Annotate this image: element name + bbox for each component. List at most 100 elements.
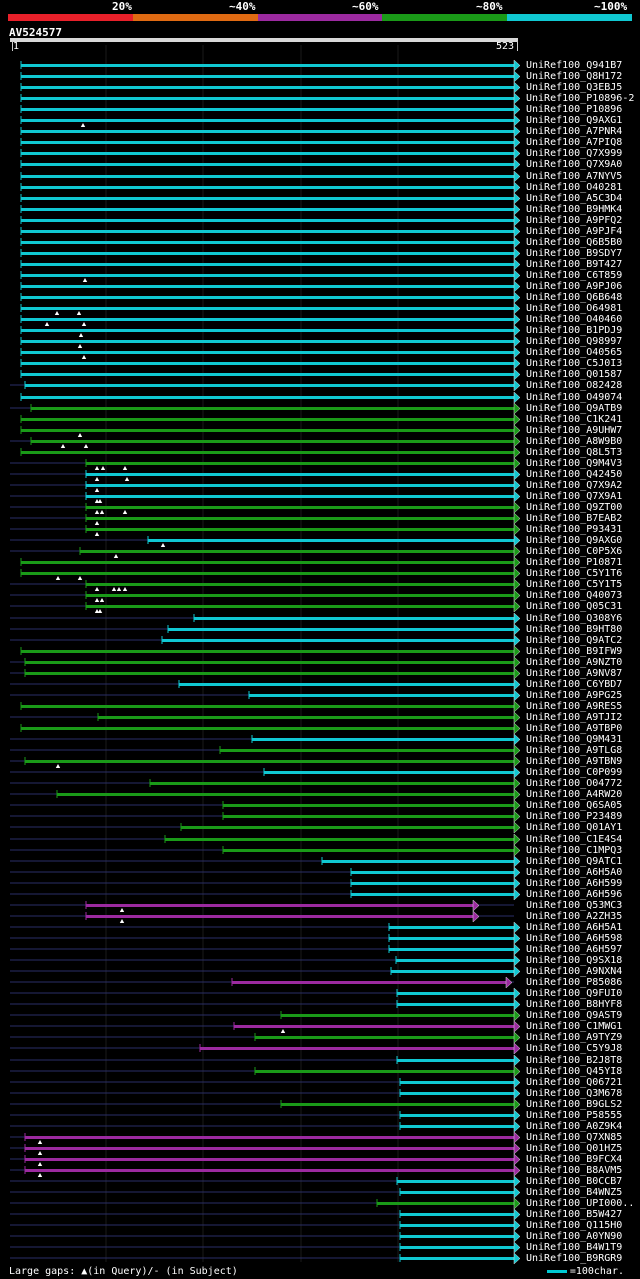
hit-label[interactable]: UniRef100_Q7X999	[526, 148, 623, 159]
hit-label[interactable]: UniRef100_Q9ATB9	[526, 403, 623, 414]
hit-label[interactable]: UniRef100_Q6B5B0	[526, 237, 623, 248]
hit-label[interactable]: UniRef100_Q6B648	[526, 292, 623, 303]
hit-label[interactable]: UniRef100_C1E4S4	[526, 834, 623, 845]
hit-label[interactable]: UniRef100_C1MWG1	[526, 1021, 623, 1032]
hit-label[interactable]: UniRef100_Q9AST9	[526, 1010, 623, 1021]
hit-label[interactable]: UniRef100_A6H599	[526, 878, 623, 889]
hit-label[interactable]: UniRef100_Q40073	[526, 590, 623, 601]
hit-label[interactable]: UniRef100_Q7X9A1	[526, 491, 623, 502]
hit-label[interactable]: UniRef100_Q01587	[526, 369, 623, 380]
hit-label[interactable]: UniRef100_B0CCB7	[526, 1176, 623, 1187]
hit-label[interactable]: UniRef100_A6H597	[526, 944, 623, 955]
hit-label[interactable]: UniRef100_B7EAB2	[526, 513, 623, 524]
hit-label[interactable]: UniRef100_O82428	[526, 380, 623, 391]
hit-label[interactable]: UniRef100_C5Y1T5	[526, 579, 623, 590]
hit-label[interactable]: UniRef100_Q01AY1	[526, 822, 623, 833]
hit-label[interactable]: UniRef100_C6T859	[526, 270, 623, 281]
hit-label[interactable]: UniRef100_UPI000..	[526, 1198, 635, 1209]
hit-label[interactable]: UniRef100_Q9ATC2	[526, 635, 623, 646]
hit-label[interactable]: UniRef100_A6H598	[526, 933, 623, 944]
hit-label[interactable]: UniRef100_Q941B7	[526, 60, 623, 71]
hit-label[interactable]: UniRef100_Q01HZ5	[526, 1143, 623, 1154]
hit-label[interactable]: UniRef100_Q53MC3	[526, 900, 623, 911]
hit-label[interactable]: UniRef100_C1MPQ3	[526, 845, 623, 856]
hit-label[interactable]: UniRef100_P93431	[526, 524, 623, 535]
hit-label[interactable]: UniRef100_O40565	[526, 347, 623, 358]
hit-label[interactable]: UniRef100_A6H596	[526, 889, 623, 900]
hit-label[interactable]: UniRef100_Q3M678	[526, 1088, 623, 1099]
hit-label[interactable]: UniRef100_Q308Y6	[526, 613, 623, 624]
hit-label[interactable]: UniRef100_Q7X9A0	[526, 159, 623, 170]
hit-label[interactable]: UniRef100_B4WNZ5	[526, 1187, 623, 1198]
hit-label[interactable]: UniRef100_Q9M4V3	[526, 458, 623, 469]
hit-label[interactable]: UniRef100_C0P099	[526, 767, 623, 778]
hit-label[interactable]: UniRef100_O64981	[526, 303, 623, 314]
hit-label[interactable]: UniRef100_C1K241	[526, 414, 623, 425]
hit-label[interactable]: UniRef100_A0YN90	[526, 1231, 623, 1242]
hit-label[interactable]: UniRef100_O40460	[526, 314, 623, 325]
hit-label[interactable]: UniRef100_Q06721	[526, 1077, 623, 1088]
hit-label[interactable]: UniRef100_Q3EBJ5	[526, 82, 623, 93]
hit-label[interactable]: UniRef100_O04772	[526, 778, 623, 789]
hit-label[interactable]: UniRef100_B8AVM5	[526, 1165, 623, 1176]
hit-label[interactable]: UniRef100_Q8H172	[526, 71, 623, 82]
hit-label[interactable]: UniRef100_P10896	[526, 104, 623, 115]
hit-label[interactable]: UniRef100_A9RES5	[526, 701, 623, 712]
hit-label[interactable]: UniRef100_Q98997	[526, 336, 623, 347]
hit-label[interactable]: UniRef100_C5Y9J8	[526, 1043, 623, 1054]
hit-label[interactable]: UniRef100_Q7XN85	[526, 1132, 623, 1143]
hit-label[interactable]: UniRef100_Q7X9A2	[526, 480, 623, 491]
hit-label[interactable]: UniRef100_Q9SX18	[526, 955, 623, 966]
hit-label[interactable]: UniRef100_A9NZT0	[526, 657, 623, 668]
hit-label[interactable]: UniRef100_A9UHW7	[526, 425, 623, 436]
hit-label[interactable]: UniRef100_A9TJI2	[526, 712, 623, 723]
hit-label[interactable]: UniRef100_C5J0I3	[526, 358, 623, 369]
hit-label[interactable]: UniRef100_P58555	[526, 1110, 623, 1121]
hit-label[interactable]: UniRef100_Q9ATC1	[526, 856, 623, 867]
hit-label[interactable]: UniRef100_A4RW20	[526, 789, 623, 800]
hit-label[interactable]: UniRef100_C5Y1T6	[526, 568, 623, 579]
hit-label[interactable]: UniRef100_B5W427	[526, 1209, 623, 1220]
hit-label[interactable]: UniRef100_B9SDY7	[526, 248, 623, 259]
hit-label[interactable]: UniRef100_A9PFQ2	[526, 215, 623, 226]
hit-label[interactable]: UniRef100_Q9FUI0	[526, 988, 623, 999]
hit-label[interactable]: UniRef100_Q6SA05	[526, 800, 623, 811]
hit-label[interactable]: UniRef100_A7PNR4	[526, 126, 623, 137]
hit-label[interactable]: UniRef100_O49074	[526, 392, 623, 403]
hit-label[interactable]: UniRef100_B9HT80	[526, 624, 623, 635]
hit-label[interactable]: UniRef100_A9TBN9	[526, 756, 623, 767]
hit-label[interactable]: UniRef100_Q8L5T3	[526, 447, 623, 458]
hit-label[interactable]: UniRef100_A9TLG8	[526, 745, 623, 756]
hit-label[interactable]: UniRef100_B8HYF8	[526, 999, 623, 1010]
hit-label[interactable]: UniRef100_A6H5A0	[526, 867, 623, 878]
hit-label[interactable]: UniRef100_A6H5A1	[526, 922, 623, 933]
hit-label[interactable]: UniRef100_Q9AXG1	[526, 115, 623, 126]
hit-label[interactable]: UniRef100_B9FCX4	[526, 1154, 623, 1165]
hit-label[interactable]: UniRef100_Q45YI8	[526, 1066, 623, 1077]
hit-label[interactable]: UniRef100_A9PJF4	[526, 226, 623, 237]
hit-label[interactable]: UniRef100_A9TYZ9	[526, 1032, 623, 1043]
hit-label[interactable]: UniRef100_Q115H0	[526, 1220, 623, 1231]
hit-label[interactable]: UniRef100_P85086	[526, 977, 623, 988]
hit-label[interactable]: UniRef100_A7NYV5	[526, 171, 623, 182]
hit-label[interactable]: UniRef100_B9T427	[526, 259, 623, 270]
hit-label[interactable]: UniRef100_B1PDJ9	[526, 325, 623, 336]
hit-label[interactable]: UniRef100_P23489	[526, 811, 623, 822]
hit-label[interactable]: UniRef100_A7PIQ8	[526, 137, 623, 148]
hit-label[interactable]: UniRef100_B4W1T9	[526, 1242, 623, 1253]
hit-label[interactable]: UniRef100_A9PG25	[526, 690, 623, 701]
hit-label[interactable]: UniRef100_Q9ZT00	[526, 502, 623, 513]
hit-label[interactable]: UniRef100_A9NXN4	[526, 966, 623, 977]
hit-label[interactable]: UniRef100_Q9M431	[526, 734, 623, 745]
hit-label[interactable]: UniRef100_A8W9B0	[526, 436, 623, 447]
hit-label[interactable]: UniRef100_P10871	[526, 557, 623, 568]
hit-label[interactable]: UniRef100_B9RGR9	[526, 1253, 623, 1264]
hit-label[interactable]: UniRef100_Q9AXG0	[526, 535, 623, 546]
hit-label[interactable]: UniRef100_B2J8T8	[526, 1055, 623, 1066]
hit-label[interactable]: UniRef100_B9HMK4	[526, 204, 623, 215]
hit-label[interactable]: UniRef100_A0Z9K4	[526, 1121, 623, 1132]
hit-label[interactable]: UniRef100_A2ZH35	[526, 911, 623, 922]
hit-label[interactable]: UniRef100_P10896-2	[526, 93, 635, 104]
hit-label[interactable]: UniRef100_C0P5X6	[526, 546, 623, 557]
hit-label[interactable]: UniRef100_C6YBD7	[526, 679, 623, 690]
